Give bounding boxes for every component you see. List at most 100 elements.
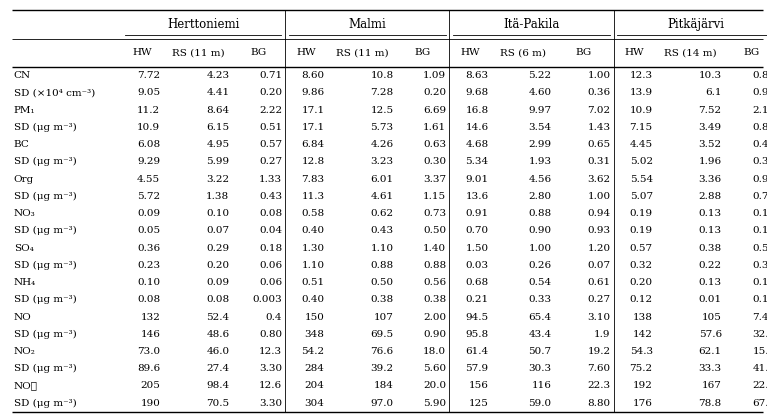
Text: 0.10: 0.10 bbox=[206, 209, 229, 218]
Text: 4.95: 4.95 bbox=[206, 140, 229, 149]
Text: 1.61: 1.61 bbox=[423, 123, 446, 132]
Text: 105: 105 bbox=[702, 312, 722, 322]
Text: 0.20: 0.20 bbox=[259, 88, 282, 97]
Text: 12.8: 12.8 bbox=[301, 157, 324, 166]
Text: 0.21: 0.21 bbox=[466, 295, 489, 304]
Text: 0.08: 0.08 bbox=[137, 295, 160, 304]
Text: 4.45: 4.45 bbox=[630, 140, 653, 149]
Text: CN: CN bbox=[14, 71, 31, 80]
Text: 0.51: 0.51 bbox=[301, 278, 324, 287]
Text: 3.23: 3.23 bbox=[370, 157, 393, 166]
Text: 3.30: 3.30 bbox=[259, 364, 282, 373]
Text: 0.91: 0.91 bbox=[466, 209, 489, 218]
Text: 1.10: 1.10 bbox=[370, 243, 393, 253]
Text: 15.3: 15.3 bbox=[752, 347, 767, 356]
Text: 146: 146 bbox=[140, 330, 160, 339]
Text: 98.4: 98.4 bbox=[206, 381, 229, 391]
Text: 18.0: 18.0 bbox=[423, 347, 446, 356]
Text: 39.2: 39.2 bbox=[370, 364, 393, 373]
Text: 19.2: 19.2 bbox=[588, 347, 611, 356]
Text: 65.4: 65.4 bbox=[528, 312, 551, 322]
Text: 5.22: 5.22 bbox=[528, 71, 551, 80]
Text: 0.51: 0.51 bbox=[259, 123, 282, 132]
Text: 132: 132 bbox=[140, 312, 160, 322]
Text: 94.5: 94.5 bbox=[466, 312, 489, 322]
Text: 4.26: 4.26 bbox=[370, 140, 393, 149]
Text: 0.57: 0.57 bbox=[259, 140, 282, 149]
Text: 2.19: 2.19 bbox=[752, 106, 767, 114]
Text: 3.54: 3.54 bbox=[528, 123, 551, 132]
Text: 142: 142 bbox=[633, 330, 653, 339]
Text: 3.30: 3.30 bbox=[259, 399, 282, 408]
Text: 0.06: 0.06 bbox=[259, 278, 282, 287]
Text: SD (μg m⁻³): SD (μg m⁻³) bbox=[14, 157, 77, 166]
Text: 10.8: 10.8 bbox=[370, 71, 393, 80]
Text: 67.7: 67.7 bbox=[752, 399, 767, 408]
Text: 205: 205 bbox=[140, 381, 160, 391]
Text: 0.13: 0.13 bbox=[699, 226, 722, 235]
Text: 22.3: 22.3 bbox=[588, 381, 611, 391]
Text: 0.38: 0.38 bbox=[370, 295, 393, 304]
Text: 32.3: 32.3 bbox=[752, 330, 767, 339]
Text: 12.3: 12.3 bbox=[259, 347, 282, 356]
Text: 0.94: 0.94 bbox=[588, 209, 611, 218]
Text: 6.08: 6.08 bbox=[137, 140, 160, 149]
Text: 0.29: 0.29 bbox=[206, 243, 229, 253]
Text: 0.70: 0.70 bbox=[466, 226, 489, 235]
Text: 43.4: 43.4 bbox=[528, 330, 551, 339]
Text: 2.99: 2.99 bbox=[528, 140, 551, 149]
Text: 1.38: 1.38 bbox=[206, 192, 229, 201]
Text: 73.0: 73.0 bbox=[137, 347, 160, 356]
Text: NH₄: NH₄ bbox=[14, 278, 36, 287]
Text: 5.72: 5.72 bbox=[137, 192, 160, 201]
Text: 76.6: 76.6 bbox=[370, 347, 393, 356]
Text: RS (6 m): RS (6 m) bbox=[500, 48, 546, 57]
Text: 1.43: 1.43 bbox=[588, 123, 611, 132]
Text: 1.00: 1.00 bbox=[588, 192, 611, 201]
Text: HW: HW bbox=[625, 48, 644, 57]
Text: 3.22: 3.22 bbox=[206, 175, 229, 183]
Text: 41.0: 41.0 bbox=[752, 364, 767, 373]
Text: 0.73: 0.73 bbox=[752, 192, 767, 201]
Text: 0.34: 0.34 bbox=[752, 261, 767, 270]
Text: 1.00: 1.00 bbox=[528, 243, 551, 253]
Text: 6.69: 6.69 bbox=[423, 106, 446, 114]
Text: 7.60: 7.60 bbox=[588, 364, 611, 373]
Text: 9.01: 9.01 bbox=[466, 175, 489, 183]
Text: 1.93: 1.93 bbox=[528, 157, 551, 166]
Text: 0.09: 0.09 bbox=[137, 209, 160, 218]
Text: 0.80: 0.80 bbox=[259, 330, 282, 339]
Text: 0.09: 0.09 bbox=[206, 278, 229, 287]
Text: 3.37: 3.37 bbox=[423, 175, 446, 183]
Text: 4.41: 4.41 bbox=[206, 88, 229, 97]
Text: 52.4: 52.4 bbox=[206, 312, 229, 322]
Text: 89.6: 89.6 bbox=[137, 364, 160, 373]
Text: 0.89: 0.89 bbox=[752, 71, 767, 80]
Text: 204: 204 bbox=[304, 381, 324, 391]
Text: BG: BG bbox=[415, 48, 431, 57]
Text: 348: 348 bbox=[304, 330, 324, 339]
Text: 0.003: 0.003 bbox=[252, 295, 282, 304]
Text: 69.5: 69.5 bbox=[370, 330, 393, 339]
Text: 4.60: 4.60 bbox=[528, 88, 551, 97]
Text: NO₃: NO₃ bbox=[14, 209, 35, 218]
Text: RS (11 m): RS (11 m) bbox=[336, 48, 388, 57]
Text: 8.63: 8.63 bbox=[466, 71, 489, 80]
Text: 8.64: 8.64 bbox=[206, 106, 229, 114]
Text: 2.80: 2.80 bbox=[528, 192, 551, 201]
Text: 7.40: 7.40 bbox=[752, 312, 767, 322]
Text: 95.8: 95.8 bbox=[466, 330, 489, 339]
Text: 7.15: 7.15 bbox=[630, 123, 653, 132]
Text: 4.56: 4.56 bbox=[528, 175, 551, 183]
Text: 0.90: 0.90 bbox=[528, 226, 551, 235]
Text: SD (μg m⁻³): SD (μg m⁻³) bbox=[14, 123, 77, 132]
Text: 0.23: 0.23 bbox=[137, 261, 160, 270]
Text: 11.3: 11.3 bbox=[301, 192, 324, 201]
Text: 10.3: 10.3 bbox=[699, 71, 722, 80]
Text: NO₂: NO₂ bbox=[14, 347, 36, 356]
Text: 9.86: 9.86 bbox=[301, 88, 324, 97]
Text: 107: 107 bbox=[374, 312, 393, 322]
Text: 0.05: 0.05 bbox=[137, 226, 160, 235]
Text: 0.57: 0.57 bbox=[630, 243, 653, 253]
Text: 192: 192 bbox=[633, 381, 653, 391]
